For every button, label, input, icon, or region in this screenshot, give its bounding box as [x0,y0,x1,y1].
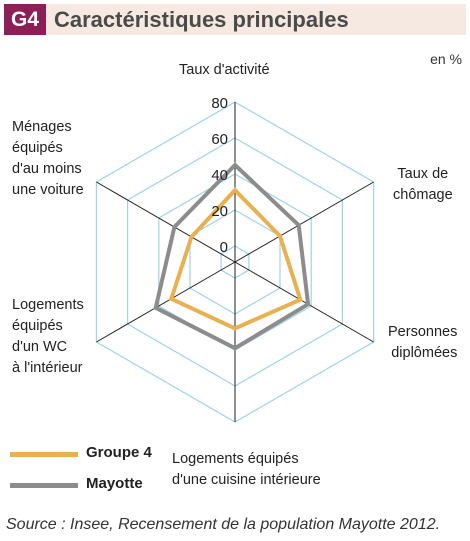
legend-swatch-mayotte [10,483,78,488]
radar-spokes [96,102,374,422]
figure-badge: G4 [4,4,46,35]
tick-label-3: 60 [211,131,228,148]
spoke-2 [234,261,374,343]
axis-label-personnes-diplomees: Personnes diplômées [388,324,458,361]
axis-label-taux-chomage: Taux de chômage [393,166,453,203]
legend-swatch-groupe-4 [10,452,78,457]
figure-header: G4 Caractéristiques principales [4,4,466,35]
axis-label-voiture: Ménages équipés d'au moins une voiture [12,119,84,198]
unit-label: en % [430,51,462,67]
figure-title: Caractéristiques principales [54,7,349,32]
legend-label-groupe-4: Groupe 4 [86,444,152,461]
axis-label-cuisine-interieure: Logements équipés d'une cuisine intérieu… [172,451,321,488]
tick-label-2: 40 [211,167,228,184]
spoke-5 [96,181,236,263]
spoke-4 [96,261,236,343]
tick-label-1: 20 [211,203,228,220]
radar-tick-labels: 0 20 40 60 80 [211,95,228,256]
legend-label-mayotte: Mayotte [86,475,143,492]
axis-label-taux-activite: Taux d'activité [179,62,270,78]
source-note: Source : Insee, Recensement de la popula… [6,516,441,533]
radar-series [153,162,311,351]
axis-label-wc-interieur: Logements équipés d'un WC à l'intérieur [12,297,84,376]
tick-label-4: 80 [211,95,228,112]
spoke-1 [234,181,374,263]
tick-label-0: 0 [220,239,228,256]
